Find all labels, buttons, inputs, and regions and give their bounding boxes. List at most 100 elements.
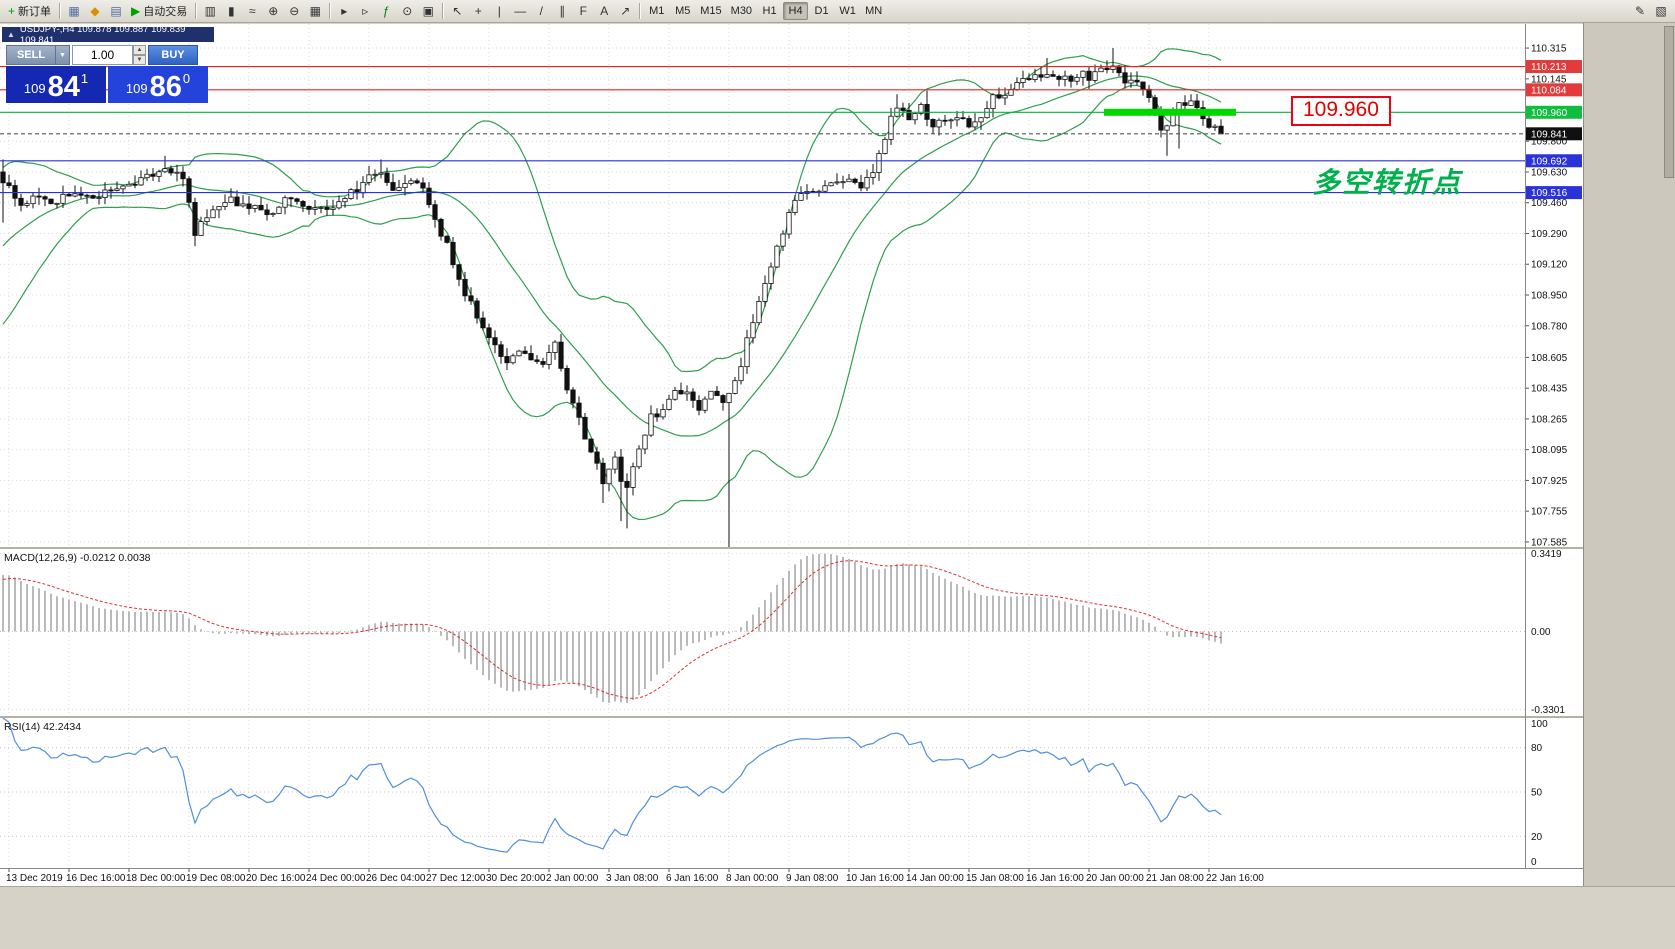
macd-signal-line <box>2 560 1222 699</box>
timeframe-m15-button[interactable]: M15 <box>696 2 725 20</box>
trendline-icon: / <box>539 4 543 18</box>
chart-window-button[interactable]: ▦ <box>64 2 84 21</box>
bar-chart-button[interactable]: ▥ <box>200 2 220 21</box>
timeframe-h1-button[interactable]: H1 <box>757 2 782 20</box>
market-watch-icon: ▤ <box>110 4 122 18</box>
sell-button[interactable]: SELL <box>6 45 56 65</box>
edit-chart-button[interactable]: ✎ <box>1630 2 1650 21</box>
sell-price-box[interactable]: 109 84 1 <box>6 66 106 103</box>
zoom-in-button[interactable]: ⊕ <box>263 2 283 21</box>
lot-size-input[interactable] <box>72 45 133 65</box>
toolbar-separator <box>639 3 641 19</box>
profiles-icon: ◆ <box>90 4 100 18</box>
svg-text:108.095: 108.095 <box>1531 445 1568 456</box>
text-button[interactable]: A <box>594 2 614 21</box>
toolbar-separator <box>329 3 331 19</box>
svg-text:18 Dec 00:00: 18 Dec 00:00 <box>126 873 186 884</box>
vertical-line-button[interactable]: | <box>489 2 509 21</box>
svg-text:50: 50 <box>1531 788 1543 799</box>
svg-text:19 Dec 08:00: 19 Dec 08:00 <box>186 873 246 884</box>
trendline-button[interactable]: / <box>531 2 551 21</box>
lot-increase-button[interactable]: ▲ <box>133 45 146 55</box>
chart-window-icon: ▦ <box>68 4 80 18</box>
tile-windows-icon: ▦ <box>309 4 321 18</box>
bar-chart-icon: ▥ <box>204 4 216 18</box>
svg-text:21 Jan 08:00: 21 Jan 08:00 <box>1146 873 1204 884</box>
templates-button[interactable]: ▣ <box>418 2 438 21</box>
chart-shift-button[interactable]: ▹ <box>355 2 375 21</box>
timeframe-h4-button[interactable]: H4 <box>783 2 809 20</box>
sell-price-sup: 1 <box>80 71 89 86</box>
timeframe-d1-button[interactable]: D1 <box>809 2 834 20</box>
toolbar-label: 自动交易 <box>143 6 188 18</box>
svg-text:107.925: 107.925 <box>1531 476 1568 487</box>
indicators-button[interactable]: ƒ <box>376 2 396 21</box>
svg-text:0: 0 <box>1531 857 1537 868</box>
svg-text:80: 80 <box>1531 743 1543 754</box>
svg-text:109.120: 109.120 <box>1531 260 1568 271</box>
svg-text:0.00: 0.00 <box>1531 627 1551 638</box>
svg-text:14 Jan 00:00: 14 Jan 00:00 <box>906 873 964 884</box>
channel-icon: ∥ <box>559 4 566 18</box>
svg-text:108.950: 108.950 <box>1531 290 1568 301</box>
order-type-dropdown-button[interactable]: ▼ <box>56 45 70 65</box>
svg-text:26 Dec 04:00: 26 Dec 04:00 <box>366 873 426 884</box>
lot-decrease-button[interactable]: ▼ <box>133 55 146 65</box>
vertical-scrollbar[interactable] <box>1664 26 1674 178</box>
timeframe-m5-button[interactable]: M5 <box>670 2 695 20</box>
svg-text:110.213: 110.213 <box>1531 62 1567 73</box>
zoom-out-button[interactable]: ⊖ <box>284 2 304 21</box>
svg-text:109.960: 109.960 <box>1531 108 1568 119</box>
svg-text:8 Jan 00:00: 8 Jan 00:00 <box>726 873 779 884</box>
svg-text:16 Jan 16:00: 16 Jan 16:00 <box>1026 873 1084 884</box>
arrows-button[interactable]: ↗ <box>615 2 635 21</box>
edit-chart-icon: ✎ <box>1634 4 1646 18</box>
cursor-button[interactable]: ↖ <box>447 2 467 21</box>
text-icon: A <box>600 4 609 18</box>
buy-button[interactable]: BUY <box>148 45 198 65</box>
collapse-one-click-icon[interactable]: ▲ <box>7 29 15 39</box>
right-gutter <box>1583 23 1675 886</box>
new-order-button[interactable]: + 新订单 <box>4 2 55 21</box>
market-watch-button[interactable]: ▤ <box>106 2 126 21</box>
crosshair-button[interactable]: + <box>468 2 488 21</box>
turning-point-annotation[interactable]: 多空转折点 <box>1312 168 1463 199</box>
auto-scroll-icon: ▸ <box>341 4 348 18</box>
auto-scroll-button[interactable]: ▸ <box>334 2 354 21</box>
periods-button[interactable]: ⊙ <box>397 2 417 21</box>
svg-text:109.841: 109.841 <box>1531 129 1568 140</box>
zoom-out-icon: ⊖ <box>289 4 300 18</box>
svg-text:24 Dec 00:00: 24 Dec 00:00 <box>306 873 366 884</box>
tile-windows-button[interactable]: ▦ <box>305 2 325 21</box>
timeframe-mn-button[interactable]: MN <box>861 2 886 20</box>
timeframe-m1-button[interactable]: M1 <box>644 2 669 20</box>
new-order-icon: + <box>8 4 16 18</box>
line-chart-button[interactable]: ≈ <box>242 2 262 21</box>
chart-symbol-bar: ▲ USDJPY-,H4 109.878 109.887 109.839 109… <box>2 24 214 46</box>
buy-price-handle: 109 <box>125 81 148 96</box>
cursor-icon: ↖ <box>452 4 463 18</box>
svg-text:109.460: 109.460 <box>1531 198 1568 209</box>
svg-text:3 Jan 08:00: 3 Jan 08:00 <box>606 873 659 884</box>
thick-support-segment[interactable] <box>1104 108 1236 116</box>
profiles-button[interactable]: ◆ <box>85 2 105 21</box>
buy-price-box[interactable]: 109 86 0 <box>108 66 208 103</box>
fibonacci-button[interactable]: F <box>573 2 593 21</box>
horizontal-line-button[interactable]: — <box>510 2 530 21</box>
timeframe-m30-button[interactable]: M30 <box>727 2 756 20</box>
svg-text:-0.3301: -0.3301 <box>1531 705 1565 716</box>
channel-button[interactable]: ∥ <box>552 2 572 21</box>
svg-text:27 Dec 12:00: 27 Dec 12:00 <box>426 873 486 884</box>
snapshot-button[interactable]: ▧ <box>1651 2 1671 21</box>
periods-icon: ⊙ <box>402 4 413 18</box>
svg-text:110.315: 110.315 <box>1531 44 1567 55</box>
snapshot-icon: ▧ <box>1655 4 1667 18</box>
autotrading-button[interactable]: ▶ 自动交易 <box>127 2 191 21</box>
svg-text:107.585: 107.585 <box>1531 537 1568 548</box>
timeframe-w1-button[interactable]: W1 <box>835 2 860 20</box>
price-annotation-box[interactable]: 109.960 <box>1291 96 1391 126</box>
buy-price-sup: 0 <box>182 71 191 86</box>
chart-canvas[interactable]: 110.315 110.145 109.800 109.630 109.460 109.2… <box>0 0 1583 886</box>
candle-chart-button[interactable]: ▮ <box>221 2 241 21</box>
